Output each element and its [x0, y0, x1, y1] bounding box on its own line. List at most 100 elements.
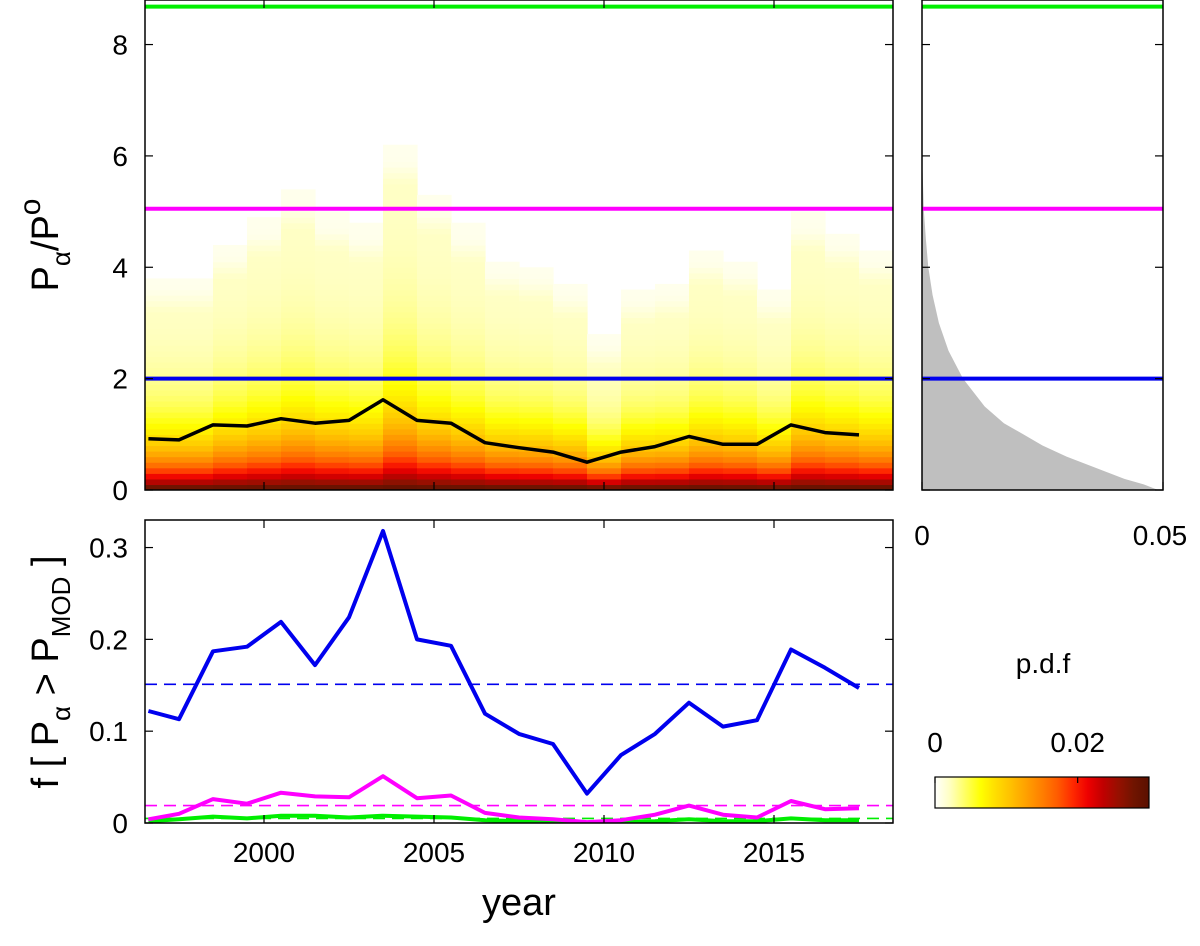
- heatmap-cell: [281, 478, 316, 486]
- heatmap-cell: [247, 272, 282, 280]
- heatmap-cell: [145, 478, 180, 486]
- heatmap-cell: [655, 356, 690, 363]
- heatmap-cell: [859, 478, 893, 486]
- colorbar-ticks: 0 0.02: [927, 727, 1105, 783]
- heatmap-cell: [451, 345, 486, 352]
- heatmap-cell: [315, 250, 350, 257]
- heatmap-cell: [519, 345, 554, 352]
- heatmap-cell: [689, 439, 724, 447]
- heatmap-cell: [179, 456, 214, 463]
- heatmap-cell: [383, 345, 418, 352]
- median-line: [148, 398, 860, 464]
- heatmap-cell: [179, 317, 214, 324]
- heatmap-cell: [145, 423, 180, 430]
- heatmap-cell: [247, 289, 282, 296]
- heatmap-cell: [485, 295, 520, 302]
- heatmap-cell: [247, 317, 282, 324]
- heatmap-cell: [553, 417, 588, 424]
- heatmap-cell: [655, 317, 690, 324]
- heatmap-cell: [281, 200, 316, 207]
- heatmap-cell: [553, 434, 588, 441]
- heatmap-cell: [281, 473, 316, 480]
- heatmap-cell: [383, 378, 418, 385]
- heatmap-cell: [587, 395, 622, 402]
- heatmap-cell: [587, 439, 622, 447]
- heatmap-cell: [383, 395, 418, 402]
- heatmap-cell: [315, 467, 350, 474]
- heatmap-cell: [247, 239, 282, 246]
- fraction-y-tick-label: 0.3: [89, 533, 128, 564]
- heatmap-cell: [383, 233, 418, 241]
- heatmap-cell: [451, 400, 486, 408]
- heatmap-cell: [349, 451, 384, 458]
- heatmap-cell: [383, 361, 418, 369]
- heatmap-cell: [757, 400, 792, 408]
- heatmap-cell: [315, 261, 350, 268]
- heatmap-cell: [587, 373, 622, 380]
- heatmap-cell: [621, 395, 656, 402]
- heatmap-cell: [417, 334, 452, 341]
- heatmap-cell: [689, 328, 724, 335]
- heatmap-cell: [621, 300, 656, 307]
- heatmap-cell: [383, 250, 418, 257]
- heatmap-cell: [689, 395, 724, 402]
- heatmap-cell: [553, 283, 588, 291]
- heatmap-cell: [689, 267, 724, 274]
- heatmap-cell: [451, 434, 486, 441]
- heatmap-cell: [791, 361, 826, 369]
- heatmap-cell: [791, 289, 826, 296]
- heatmap-cell: [621, 322, 656, 330]
- heatmap-cell: [791, 328, 826, 335]
- heatmap-cell: [451, 373, 486, 380]
- heatmap-cell: [859, 339, 893, 346]
- heatmap-cell: [859, 306, 893, 313]
- heatmap-cell: [247, 406, 282, 413]
- heatmap-cell: [485, 462, 520, 469]
- heatmap-cell: [145, 311, 180, 318]
- heatmap-cell: [791, 256, 826, 263]
- heatmap-cell: [553, 345, 588, 352]
- heatmap-cell: [791, 412, 826, 419]
- heatmap-cell: [383, 172, 418, 179]
- heatmap-cell: [825, 356, 860, 363]
- heatmap-cell: [791, 428, 826, 435]
- x-axis-ticks: [263, 0, 775, 490]
- heatmap-cell: [689, 322, 724, 330]
- heatmap-cell: [417, 395, 452, 402]
- heatmap-cell: [349, 484, 384, 490]
- heatmap-cell: [281, 428, 316, 435]
- heatmap-cell: [383, 278, 418, 285]
- heatmap-cell: [689, 484, 724, 490]
- heatmap-cell: [247, 445, 282, 452]
- heatmap-cell: [723, 334, 758, 341]
- heatmap-cell: [281, 406, 316, 413]
- heatmap-cell: [383, 194, 418, 202]
- heatmap-cell: [417, 228, 452, 235]
- heatmap-cell: [689, 283, 724, 291]
- heatmap-cell: [485, 434, 520, 441]
- heatmap-cell: [349, 233, 384, 241]
- heatmap-cell: [519, 361, 554, 369]
- heatmap-cell: [145, 334, 180, 341]
- heatmap-cell: [281, 300, 316, 307]
- heatmap-cell: [247, 217, 282, 224]
- heatmap-cell: [145, 295, 180, 302]
- heatmap-cell: [825, 345, 860, 352]
- heatmap-cell: [213, 289, 248, 296]
- heatmap-cell: [791, 283, 826, 291]
- heatmap-cell: [791, 462, 826, 469]
- heatmap-cell: [179, 423, 214, 430]
- heatmap-cell: [247, 367, 282, 374]
- heatmap-cell: [315, 356, 350, 363]
- heatmap-cell: [281, 339, 316, 346]
- heatmap-cell: [451, 272, 486, 280]
- heatmap-cell: [519, 428, 554, 435]
- heatmap-cell: [417, 200, 452, 207]
- heatmap-cell: [825, 378, 860, 385]
- heatmap-cell: [451, 350, 486, 357]
- heatmap-cell: [689, 345, 724, 352]
- heatmap-cell: [451, 361, 486, 369]
- heatmap-cell: [757, 345, 792, 352]
- heatmap-cell: [281, 250, 316, 257]
- heatmap-cell: [315, 222, 350, 229]
